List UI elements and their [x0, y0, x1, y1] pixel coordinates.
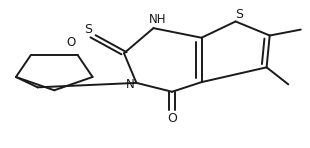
Text: O: O — [167, 112, 177, 125]
Text: O: O — [67, 36, 76, 49]
Text: NH: NH — [149, 13, 167, 26]
Text: N: N — [126, 78, 135, 91]
Text: S: S — [84, 23, 92, 36]
Text: S: S — [235, 8, 243, 21]
